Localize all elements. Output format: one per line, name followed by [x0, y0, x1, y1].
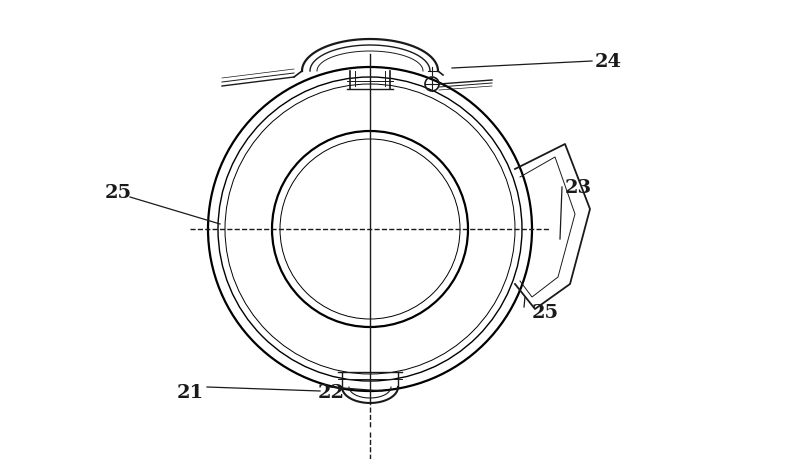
Text: 23: 23 [565, 179, 592, 196]
Text: 25: 25 [105, 184, 132, 202]
Text: 22: 22 [318, 383, 345, 401]
Text: 21: 21 [177, 383, 204, 401]
Text: 24: 24 [595, 53, 622, 71]
Text: 25: 25 [532, 303, 559, 321]
